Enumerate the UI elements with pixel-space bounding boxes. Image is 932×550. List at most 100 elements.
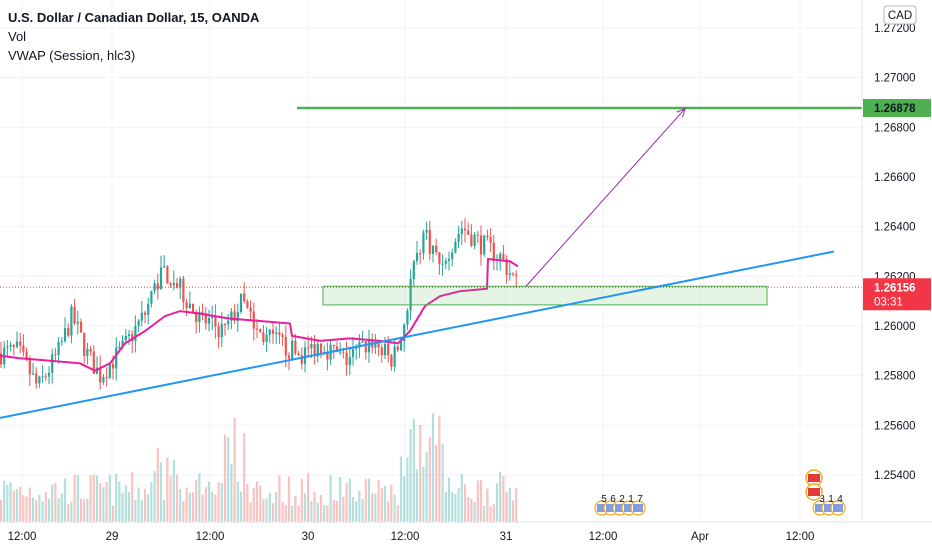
candle-body [243, 293, 246, 302]
volume-bar [252, 487, 255, 522]
volume-bar [243, 433, 246, 522]
volume-bar [54, 482, 57, 522]
candle-body [156, 283, 159, 290]
symbol-title[interactable]: U.S. Dollar / Canadian Dollar, 15, OANDA [8, 10, 260, 25]
candle-body [271, 329, 275, 334]
candle-body [150, 291, 153, 304]
volume-bar [348, 478, 351, 522]
current-price-badge [863, 278, 931, 311]
price-axis: 1.272001.270001.268001.266001.264001.262… [861, 0, 932, 550]
candle-body [44, 376, 47, 378]
target-price-label: 1.26878 [874, 103, 916, 115]
volume-bar [422, 466, 425, 522]
volume-bar [297, 505, 300, 522]
candle-body [166, 266, 169, 284]
currency-button-label: CAD [888, 10, 912, 22]
candle-body [179, 278, 182, 288]
candle-body [51, 354, 54, 373]
volume-bar [412, 418, 415, 522]
volume-bar [172, 460, 175, 522]
volume-bar [358, 490, 361, 522]
candle-body [262, 332, 265, 343]
candle-body [223, 324, 227, 326]
candle-body [175, 282, 179, 288]
volume-bar [367, 478, 371, 522]
volume-bar [323, 505, 326, 522]
volume-bar [214, 494, 217, 522]
volume-bar [140, 500, 143, 522]
currency-button[interactable] [883, 5, 917, 25]
volume-bar [236, 481, 239, 522]
indicator-vwap-label[interactable]: VWAP (Session, hlc3) [8, 48, 136, 63]
volume-bar [377, 479, 380, 522]
candle-body [195, 312, 198, 323]
volume-bar [383, 485, 387, 522]
price-tick-label: 1.25400 [874, 470, 916, 482]
event-count-label: 4 [837, 494, 843, 505]
candle-body [134, 326, 137, 341]
volume-bar [0, 499, 3, 522]
volume-bar [63, 478, 67, 522]
candle-body [124, 335, 127, 341]
volume-bar [415, 469, 419, 522]
volume-bar [262, 499, 265, 522]
candle-body [326, 353, 329, 360]
candle-body [108, 364, 111, 378]
candle-body [19, 341, 22, 346]
candle-body [409, 279, 412, 311]
candle-body [278, 332, 281, 335]
volume-bar [153, 471, 156, 522]
volume-bar [227, 437, 230, 522]
candle-body [361, 341, 364, 343]
price-tick-label: 1.26800 [874, 122, 916, 134]
price-tick-label: 1.27200 [874, 23, 916, 35]
volume-bar [473, 502, 476, 522]
candle-body [70, 306, 73, 336]
projection-arrow-head [676, 107, 686, 118]
volume-bar [47, 498, 51, 522]
volume-bar [217, 482, 220, 522]
volume-bar [35, 500, 38, 522]
volume-bar [486, 488, 489, 522]
volume-bar [57, 498, 60, 522]
candle-body [121, 340, 124, 347]
volume-bar [355, 501, 358, 522]
candle-body [342, 351, 345, 353]
volume-bar [393, 494, 396, 522]
volume-bar [60, 493, 63, 522]
volume-bar [89, 475, 92, 522]
volume-bar [73, 474, 76, 522]
event-flag-icon [824, 504, 834, 512]
time-tick-label: Apr [691, 531, 709, 543]
volume-bar [511, 500, 515, 522]
volume-bar [105, 482, 108, 522]
candle-body [47, 372, 51, 377]
event-flag-icon [624, 504, 634, 512]
candle-body [390, 355, 393, 367]
event-count-label: 7 [637, 494, 643, 505]
volume-bar [195, 479, 198, 522]
candle-body [15, 341, 19, 347]
candle-body [335, 346, 339, 353]
candle-body [476, 234, 479, 236]
volume-bar [9, 482, 12, 522]
volume-bar [479, 480, 483, 522]
candle-body [217, 326, 220, 338]
volume-bar [495, 483, 499, 522]
candle-body [451, 252, 454, 259]
volume-bar [239, 491, 243, 522]
candle-body [483, 235, 486, 255]
indicator-vol-label[interactable]: Vol [8, 29, 27, 44]
volume-bar [169, 476, 172, 522]
volume-bar [95, 475, 99, 522]
candle-body [287, 355, 291, 359]
volume-bar [387, 501, 390, 522]
volume-bar [438, 415, 441, 522]
event-flag-icon [633, 504, 643, 512]
volume-bar [185, 487, 188, 522]
candle-body [412, 261, 415, 280]
volume-histogram [0, 413, 518, 522]
price-tick-label: 1.27000 [874, 73, 916, 85]
volume-bar [220, 483, 223, 522]
